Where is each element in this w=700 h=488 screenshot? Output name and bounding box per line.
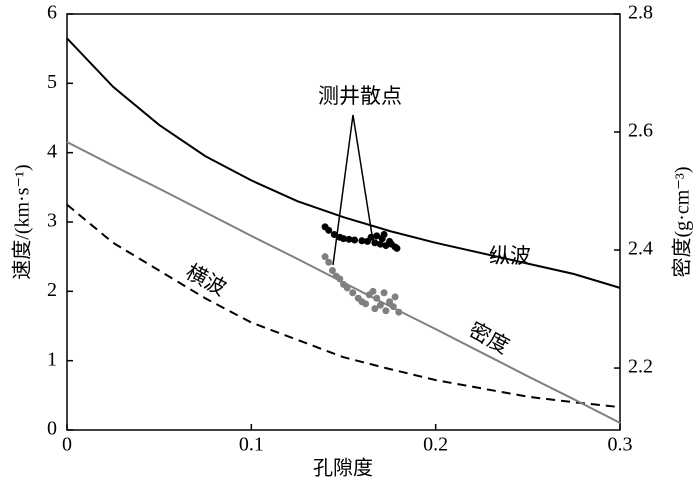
scatter-point [382,307,390,315]
y2-tick-label: 2.8 [628,2,653,24]
y-tick-label: 1 [47,348,57,370]
x-tick-label: 0.2 [423,434,448,456]
scatter-point [376,301,384,309]
scatter-point [328,267,336,275]
scatter-point [345,235,353,243]
y2-tick-label: 2.2 [628,356,653,378]
y-tick-label: 4 [47,140,57,162]
y-tick-label: 5 [47,71,57,93]
scatter-point [389,303,397,311]
scatter-point [343,284,351,292]
series-line [66,203,621,409]
x-tick-label: 0.1 [239,434,264,456]
scatter-point [358,237,366,245]
scatter-point [349,289,357,297]
y2-tick-label: 2.6 [628,120,653,142]
series-label: 横波 [182,260,230,301]
scatter-point [395,308,403,316]
y-tick-label: 2 [47,279,57,301]
scatter-point [371,305,379,313]
x-axis-label: 孔隙度 [313,457,373,480]
y-tick-label: 0 [47,418,57,440]
scatter-point [362,300,370,308]
y2-axis-label: 密度(g·cm⁻³) [671,167,694,278]
scatter-point [330,230,338,238]
y-tick-label: 6 [47,2,57,24]
scatter-point [351,236,359,244]
scatter-point [371,239,379,247]
scatter-point [325,258,333,266]
x-tick-label: 0 [62,434,72,456]
scatter-point [376,240,384,248]
y-axis-label: 速度/(km·s⁻¹) [11,164,34,279]
series-label: 密度 [465,318,513,359]
series-label: 纵波 [489,244,531,268]
y-tick-label: 3 [47,210,57,232]
scatter-point [393,244,401,252]
scatter-point [336,275,344,283]
scatter-point [380,230,388,238]
scatter-point [380,289,388,297]
scatter-point [373,294,381,302]
scatter-point [321,253,329,261]
y2-tick-label: 2.4 [628,238,653,260]
scatter-point [391,293,399,301]
scatter-point [325,226,333,234]
series-line [66,37,621,289]
scatter-point [386,298,394,306]
annotation: 测井散点 [318,84,402,108]
scatter-point [340,235,347,243]
scatter-point [369,287,377,295]
x-tick-label: 0.3 [608,434,633,456]
plot-frame [66,13,621,431]
scatter-point [373,232,381,240]
scatter-point [367,233,375,241]
